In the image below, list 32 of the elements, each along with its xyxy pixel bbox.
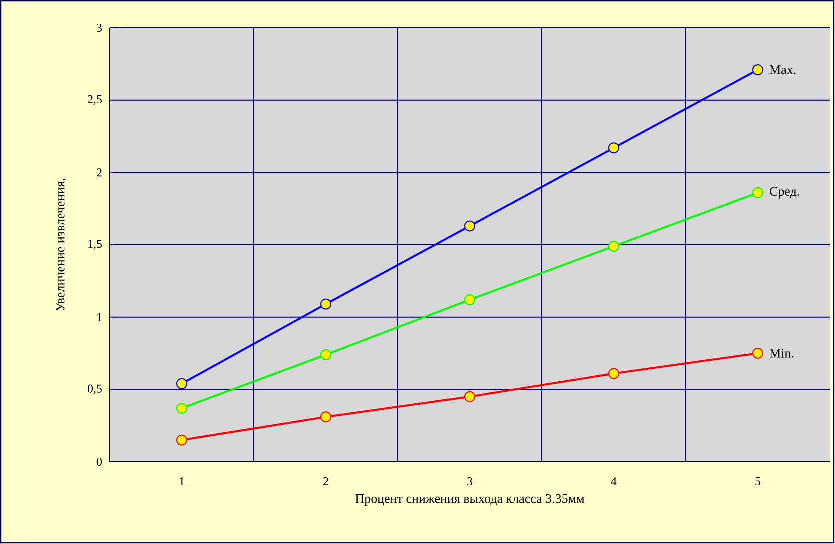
point: [176, 402, 188, 414]
point: [176, 378, 188, 390]
y-tick-label: 1: [98, 313, 102, 322]
y-axis-title: Увеличение извлечения,: [56, 178, 67, 312]
y-tick-label: 2: [97, 168, 102, 177]
point: [320, 412, 332, 423]
point: [752, 187, 764, 198]
y-tick-label: 3: [97, 24, 102, 32]
series-label: Min.: [770, 349, 794, 358]
y-tick-label: 1,5: [88, 240, 102, 250]
y-tick-label: 0,5: [88, 384, 102, 395]
series-label: Max.: [770, 66, 796, 74]
x-axis-title: Процент снижения выхода класса 3.35мм: [356, 494, 584, 506]
point: [752, 348, 764, 359]
series-label: Сред.: [770, 187, 800, 199]
point: [608, 240, 620, 252]
y-tick-label: 0: [96, 458, 102, 466]
point: [752, 64, 764, 76]
x-tick-label: 3: [468, 478, 473, 486]
x-tick-label: 5: [756, 478, 761, 486]
point: [176, 434, 188, 446]
x-tick-label: 4: [611, 478, 617, 486]
point: [608, 142, 620, 154]
point: [464, 294, 476, 306]
x-tick-label: 1: [180, 478, 184, 486]
x-tick-label: 2: [324, 478, 328, 486]
point: [464, 391, 476, 402]
point: [608, 368, 620, 380]
y-tick-label: 2,5: [88, 95, 102, 106]
point: [464, 220, 476, 232]
point: [320, 349, 332, 360]
point: [320, 298, 332, 310]
